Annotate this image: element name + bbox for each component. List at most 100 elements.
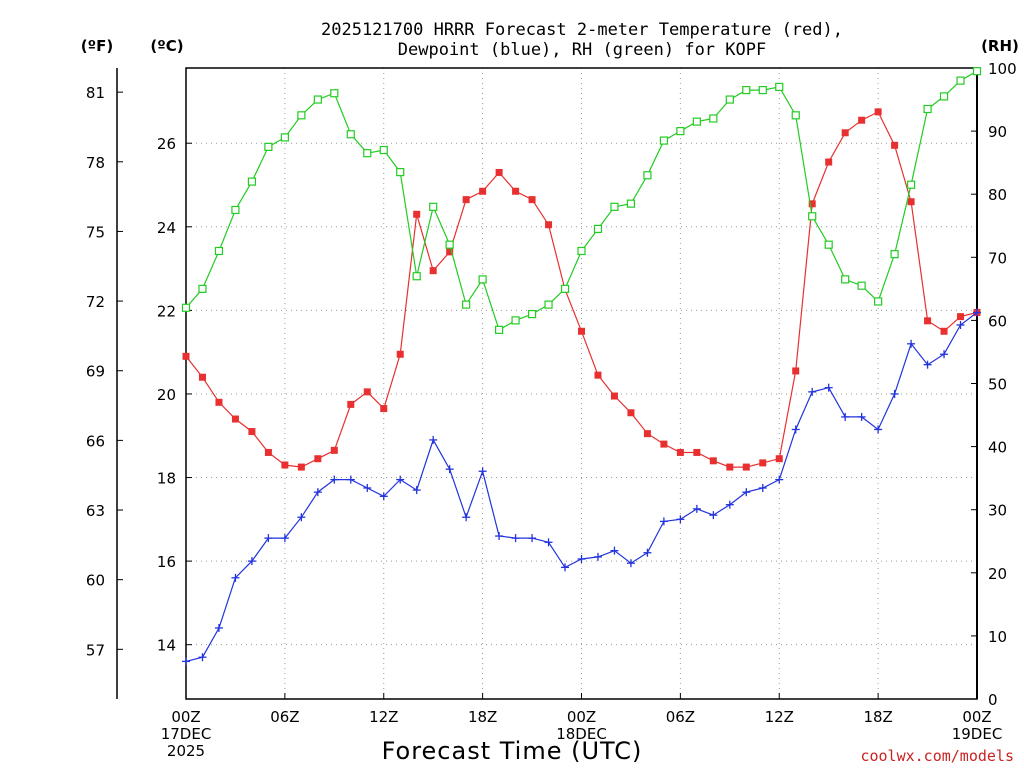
temp-point — [841, 129, 849, 137]
fahrenheit-tick-label: 78 — [86, 154, 105, 172]
dewpoint-point — [478, 467, 487, 476]
dewpoint-point — [725, 500, 734, 509]
rh-tick-label: 70 — [988, 249, 1007, 267]
temp-point — [446, 248, 454, 256]
rh-point — [181, 303, 191, 312]
celsius-tick-label: 26 — [157, 135, 176, 153]
dewpoint-point — [264, 534, 273, 543]
rh-point — [330, 89, 339, 98]
dewpoint-point — [198, 653, 207, 662]
dewpoint-point — [956, 320, 965, 329]
temp-point — [182, 352, 190, 360]
dewpoint-point — [511, 534, 520, 543]
axes: 14 16 18 20 22 24 26 57 60 63 66 69 72 75 78 81 0 10 20 30 4… — [86, 60, 1017, 709]
x-tick-line: 2025 — [167, 742, 205, 760]
celsius-tick-label: 24 — [157, 219, 176, 237]
dewpoint-point — [561, 563, 570, 572]
x-tick-line: 18DEC — [556, 725, 607, 743]
rh-point — [692, 117, 701, 126]
rh-unit-label: (RH) — [981, 37, 1019, 55]
temp-point — [759, 459, 767, 467]
rh-point — [972, 67, 982, 76]
dewpoint-series — [182, 308, 981, 666]
temp-point — [545, 221, 553, 229]
rh-tick-label: 90 — [988, 123, 1007, 141]
temp-point — [380, 405, 388, 413]
celsius-tick-label: 20 — [157, 386, 176, 404]
credit-text: coolwx.com/models — [860, 747, 1014, 765]
rh-point — [214, 246, 224, 256]
temp-point — [578, 327, 585, 335]
series — [181, 67, 982, 666]
rh-point — [890, 250, 899, 259]
x-tick-label: 00Z 18DEC — [556, 708, 607, 743]
temp-point — [264, 448, 272, 456]
dewpoint-point — [659, 517, 668, 526]
x-tick-label: 06Z — [270, 708, 299, 726]
rh-point — [775, 82, 784, 92]
temp-point — [891, 141, 899, 149]
dewpoint-point — [593, 552, 602, 561]
rh-point — [527, 309, 537, 319]
dewpoint-point — [808, 387, 817, 396]
dewpoint-point — [890, 389, 899, 398]
rh-point — [939, 92, 949, 101]
rh-point — [346, 130, 355, 139]
dewpoint-point — [379, 492, 388, 501]
dewpoint-point — [626, 559, 635, 568]
dewpoint-point — [396, 475, 405, 484]
title-line-1: 2025121700 HRRR Forecast 2-meter Tempera… — [321, 20, 843, 40]
rh-point — [511, 316, 520, 325]
dewpoint-point — [330, 475, 339, 484]
dewpoint-line — [185, 312, 978, 662]
rh-point — [462, 300, 471, 309]
x-tick-label: 12Z — [369, 708, 398, 726]
x-tick-line: 17DEC — [161, 725, 212, 743]
temp-point — [231, 415, 239, 423]
rh-tick-label: 60 — [988, 312, 1007, 330]
rh-point — [725, 95, 734, 104]
temp-point — [314, 455, 322, 463]
rh-tick-label: 50 — [988, 376, 1007, 394]
dewpoint-point — [247, 557, 256, 566]
temp-point — [693, 448, 701, 456]
rh-point — [264, 142, 273, 151]
rh-point — [445, 240, 454, 249]
rh-point — [758, 85, 767, 95]
x-tick-line: 12Z — [765, 708, 794, 726]
x-tick-line: 06Z — [270, 708, 299, 726]
temp-point — [808, 200, 816, 208]
x-tick-line: 00Z — [567, 708, 596, 726]
rh-series — [181, 67, 982, 334]
dewpoint-point — [280, 534, 289, 543]
fahrenheit-tick-label: 81 — [86, 84, 105, 102]
chart-title: 2025121700 HRRR Forecast 2-meter Tempera… — [321, 20, 843, 60]
rh-point — [874, 297, 883, 306]
rh-point — [577, 246, 586, 256]
rh-tick-label: 30 — [988, 502, 1007, 520]
rh-point — [676, 126, 685, 136]
dewpoint-point — [709, 511, 718, 520]
temp-point — [907, 198, 915, 206]
x-tick-line: 00Z — [962, 708, 991, 726]
fahrenheit-tick-label: 72 — [86, 293, 105, 311]
fahrenheit-tick-label: 69 — [86, 363, 105, 381]
rh-point — [791, 111, 800, 120]
rh-point — [198, 284, 207, 293]
dewpoint-point — [528, 534, 537, 543]
dewpoint-point — [346, 475, 355, 484]
rh-point — [412, 272, 421, 281]
x-axis-label: Forecast Time (UTC) — [382, 737, 643, 765]
temp-point — [957, 313, 965, 321]
temp-point — [396, 350, 404, 358]
fahrenheit-tick-label: 66 — [86, 432, 105, 450]
x-tick-line: 18Z — [468, 708, 497, 726]
rh-point — [313, 95, 322, 104]
x-tick-label: 06Z — [666, 708, 695, 726]
rh-tick-label: 100 — [988, 60, 1017, 78]
temp-point — [330, 446, 338, 454]
dewpoint-point — [692, 504, 701, 513]
dewpoint-point — [874, 425, 883, 434]
dewpoint-point — [775, 475, 784, 484]
rh-line — [185, 70, 978, 331]
